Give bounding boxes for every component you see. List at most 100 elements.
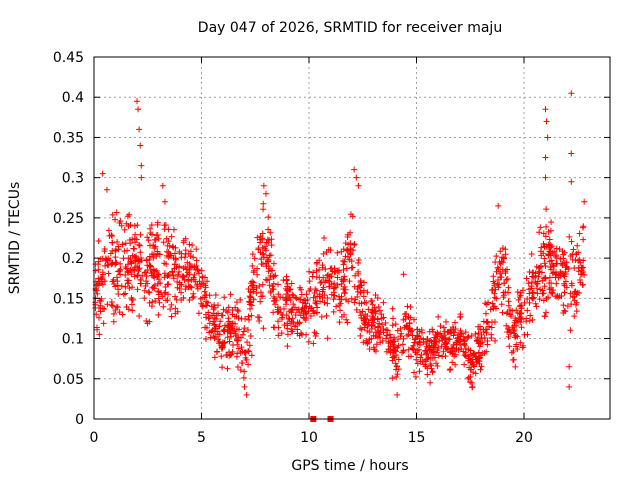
data-point [435, 352, 442, 359]
data-point [155, 291, 162, 298]
data-point [127, 222, 134, 229]
data-point [542, 106, 549, 113]
data-point [487, 306, 494, 313]
data-point [103, 186, 110, 193]
data-point [95, 237, 102, 244]
data-point [433, 336, 440, 343]
y-tick-label: 0.15 [53, 291, 84, 307]
data-point [405, 353, 412, 360]
data-point [198, 267, 205, 274]
data-point [406, 320, 413, 327]
data-point [562, 270, 569, 277]
data-point [352, 272, 359, 279]
data-point [144, 320, 151, 327]
data-point [524, 307, 531, 314]
data-point [488, 287, 495, 294]
data-point [529, 294, 536, 301]
data-point [310, 340, 317, 347]
data-point [473, 338, 480, 345]
data-point [193, 283, 200, 290]
data-point [202, 311, 209, 318]
data-point [237, 367, 244, 374]
data-point [461, 361, 468, 368]
data-point [366, 345, 373, 352]
data-point [270, 260, 277, 267]
data-point [548, 219, 555, 226]
data-point [546, 258, 553, 265]
data-point [580, 236, 587, 243]
data-point [338, 280, 345, 287]
data-point [495, 284, 502, 291]
data-point [547, 248, 554, 255]
data-point [414, 326, 421, 333]
data-point [518, 316, 525, 323]
data-point [399, 349, 406, 356]
data-point [283, 291, 290, 298]
data-point [114, 238, 121, 245]
data-point [372, 323, 379, 330]
data-point [112, 283, 119, 290]
data-point [542, 309, 549, 316]
data-point [490, 273, 497, 280]
data-point [287, 286, 294, 293]
data-point [361, 315, 368, 322]
data-point [161, 260, 168, 267]
data-point [297, 330, 304, 337]
data-point [492, 305, 499, 312]
data-point [168, 252, 175, 259]
data-point [154, 219, 161, 226]
data-point [278, 330, 285, 337]
data-point [355, 182, 362, 189]
data-point [562, 278, 569, 285]
data-point [312, 297, 319, 304]
data-point [151, 282, 158, 289]
data-point [366, 329, 373, 336]
data-point [280, 277, 287, 284]
data-point [268, 242, 275, 249]
grid-lines [94, 57, 610, 419]
data-point [540, 230, 547, 237]
data-point [135, 241, 142, 248]
data-point [249, 263, 256, 270]
data-point [357, 325, 364, 332]
data-point [244, 326, 251, 333]
data-point [211, 315, 218, 322]
data-point [97, 308, 104, 315]
data-point [265, 263, 272, 270]
data-point [254, 271, 261, 278]
data-point [495, 266, 502, 273]
data-point [241, 368, 248, 375]
data-point [323, 312, 330, 319]
data-point [330, 296, 337, 303]
data-point [136, 126, 143, 133]
data-point [499, 309, 506, 316]
data-point [124, 268, 131, 275]
data-point [343, 296, 350, 303]
data-point [566, 383, 573, 390]
data-point [109, 303, 116, 310]
data-point [131, 223, 138, 229]
data-point [260, 251, 267, 258]
data-point [331, 269, 338, 276]
data-point [478, 363, 485, 370]
data-point [157, 280, 164, 287]
data-point [400, 348, 407, 355]
data-point [191, 271, 198, 278]
data-point [238, 360, 245, 367]
data-point [172, 244, 179, 251]
data-point [453, 341, 460, 348]
data-point [544, 134, 551, 141]
data-point [424, 338, 431, 345]
data-point [364, 289, 371, 296]
data-point [477, 366, 484, 373]
data-point [550, 269, 557, 276]
data-point [472, 330, 479, 337]
data-point [363, 299, 370, 306]
data-point [541, 243, 548, 250]
data-point [137, 249, 144, 256]
data-point [363, 337, 370, 344]
data-point [337, 307, 344, 314]
data-point [175, 268, 182, 275]
data-point [383, 326, 390, 333]
data-point [488, 324, 495, 331]
